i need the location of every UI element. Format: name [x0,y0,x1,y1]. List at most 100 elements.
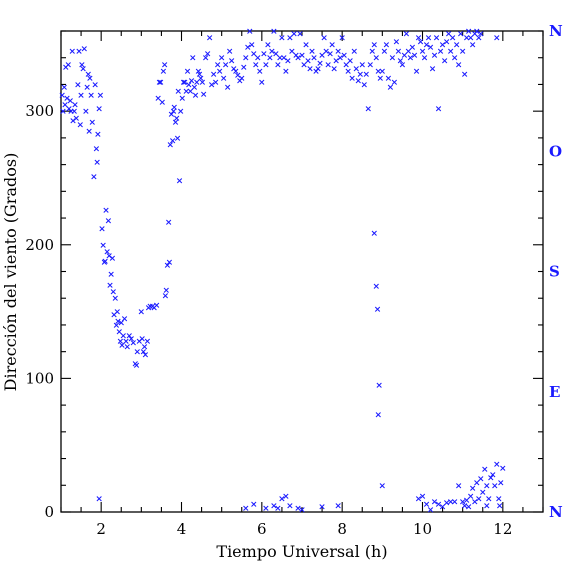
data-point: × [216,67,224,77]
data-point: × [256,67,264,77]
data-point: × [95,104,103,114]
data-point: × [86,74,94,84]
data-point: × [381,47,389,57]
y-axis-title: Dirección del viento (Grados) [1,153,20,392]
data-point: × [91,80,99,90]
data-point: × [431,51,439,61]
data-point: × [64,60,72,70]
data-point: × [67,107,75,117]
x-tick-label: 2 [96,520,106,538]
data-point: × [447,497,455,507]
data-point: × [385,74,393,84]
x-tick-label: 4 [177,520,187,538]
data-point: × [264,40,272,50]
data-point: × [199,78,207,88]
data-point: × [177,107,185,117]
data-point: × [192,91,200,101]
data-point: × [427,505,435,515]
data-point: × [81,44,89,54]
data-point: × [469,484,477,494]
data-point: × [431,497,439,507]
data-point: × [106,281,114,291]
data-point: × [419,47,427,57]
data-point: × [473,27,481,37]
data-point: × [371,40,379,50]
data-point: × [375,67,383,77]
data-point: × [306,64,314,74]
data-point: × [214,60,222,70]
data-point: × [395,47,403,57]
data-point: × [477,475,485,485]
data-point: × [441,56,449,66]
data-point: × [236,76,244,86]
y-tick-label: 0 [44,503,54,521]
data-point: × [294,504,302,514]
data-point: × [179,94,187,104]
data-point: × [346,56,354,66]
tick-labels: 2 4 6 8 10 12 0 100 200 300 N E S O N [25,22,563,538]
data-point: × [433,34,441,44]
data-point: × [136,337,144,347]
data-point: × [185,80,193,90]
data-point: × [181,78,189,88]
data-point: × [479,488,487,498]
data-point: × [111,294,119,304]
data-point: × [288,47,296,57]
data-point: × [58,91,66,101]
data-point: × [471,30,479,40]
data-point: × [453,40,461,50]
data-point: × [138,308,146,318]
data-point: × [268,47,276,57]
data-point: × [172,118,180,128]
data-point: × [162,286,170,296]
data-point: × [162,292,170,302]
data-point: × [483,501,491,511]
data-point: × [282,67,290,77]
data-point: × [383,40,391,50]
data-point: × [451,497,459,507]
data-point: × [161,60,169,70]
data-point: × [439,40,447,50]
data-point: × [89,118,97,128]
data-point: × [310,54,318,64]
data-point: × [278,34,286,44]
data-point: × [117,318,125,328]
data-point: × [244,43,252,53]
data-point: × [373,282,381,292]
data-point: × [360,80,368,90]
data-point: × [294,54,302,64]
data-point: × [197,74,205,84]
data-point: × [407,54,415,64]
data-point: × [481,465,489,475]
data-point: × [110,310,118,320]
data-point: × [156,78,164,88]
data-point: × [59,107,67,117]
data-point: × [117,337,125,347]
data-point: × [250,500,258,510]
data-point: × [322,47,330,57]
data-point: × [113,321,121,331]
data-point: × [491,481,499,491]
data-point: × [375,410,383,420]
data-point: × [102,206,110,216]
data-point: × [272,50,280,60]
data-point: × [230,64,238,74]
data-point: × [61,100,69,110]
data-point: × [246,27,254,37]
data-point: × [475,34,483,44]
data-point: × [99,241,107,251]
data-point: × [242,54,250,64]
data-point: × [204,50,212,60]
data-point: × [356,70,364,80]
data-point: × [455,60,463,70]
data-point: × [202,54,210,64]
data-point: × [234,71,242,81]
data-point: × [82,107,90,117]
data-point: × [200,90,208,100]
data-point: × [72,114,80,124]
data-point: × [254,54,262,64]
x-tick-label: 6 [257,520,267,538]
data-point: × [193,78,201,88]
data-point: × [95,495,103,505]
data-point: × [238,74,246,84]
